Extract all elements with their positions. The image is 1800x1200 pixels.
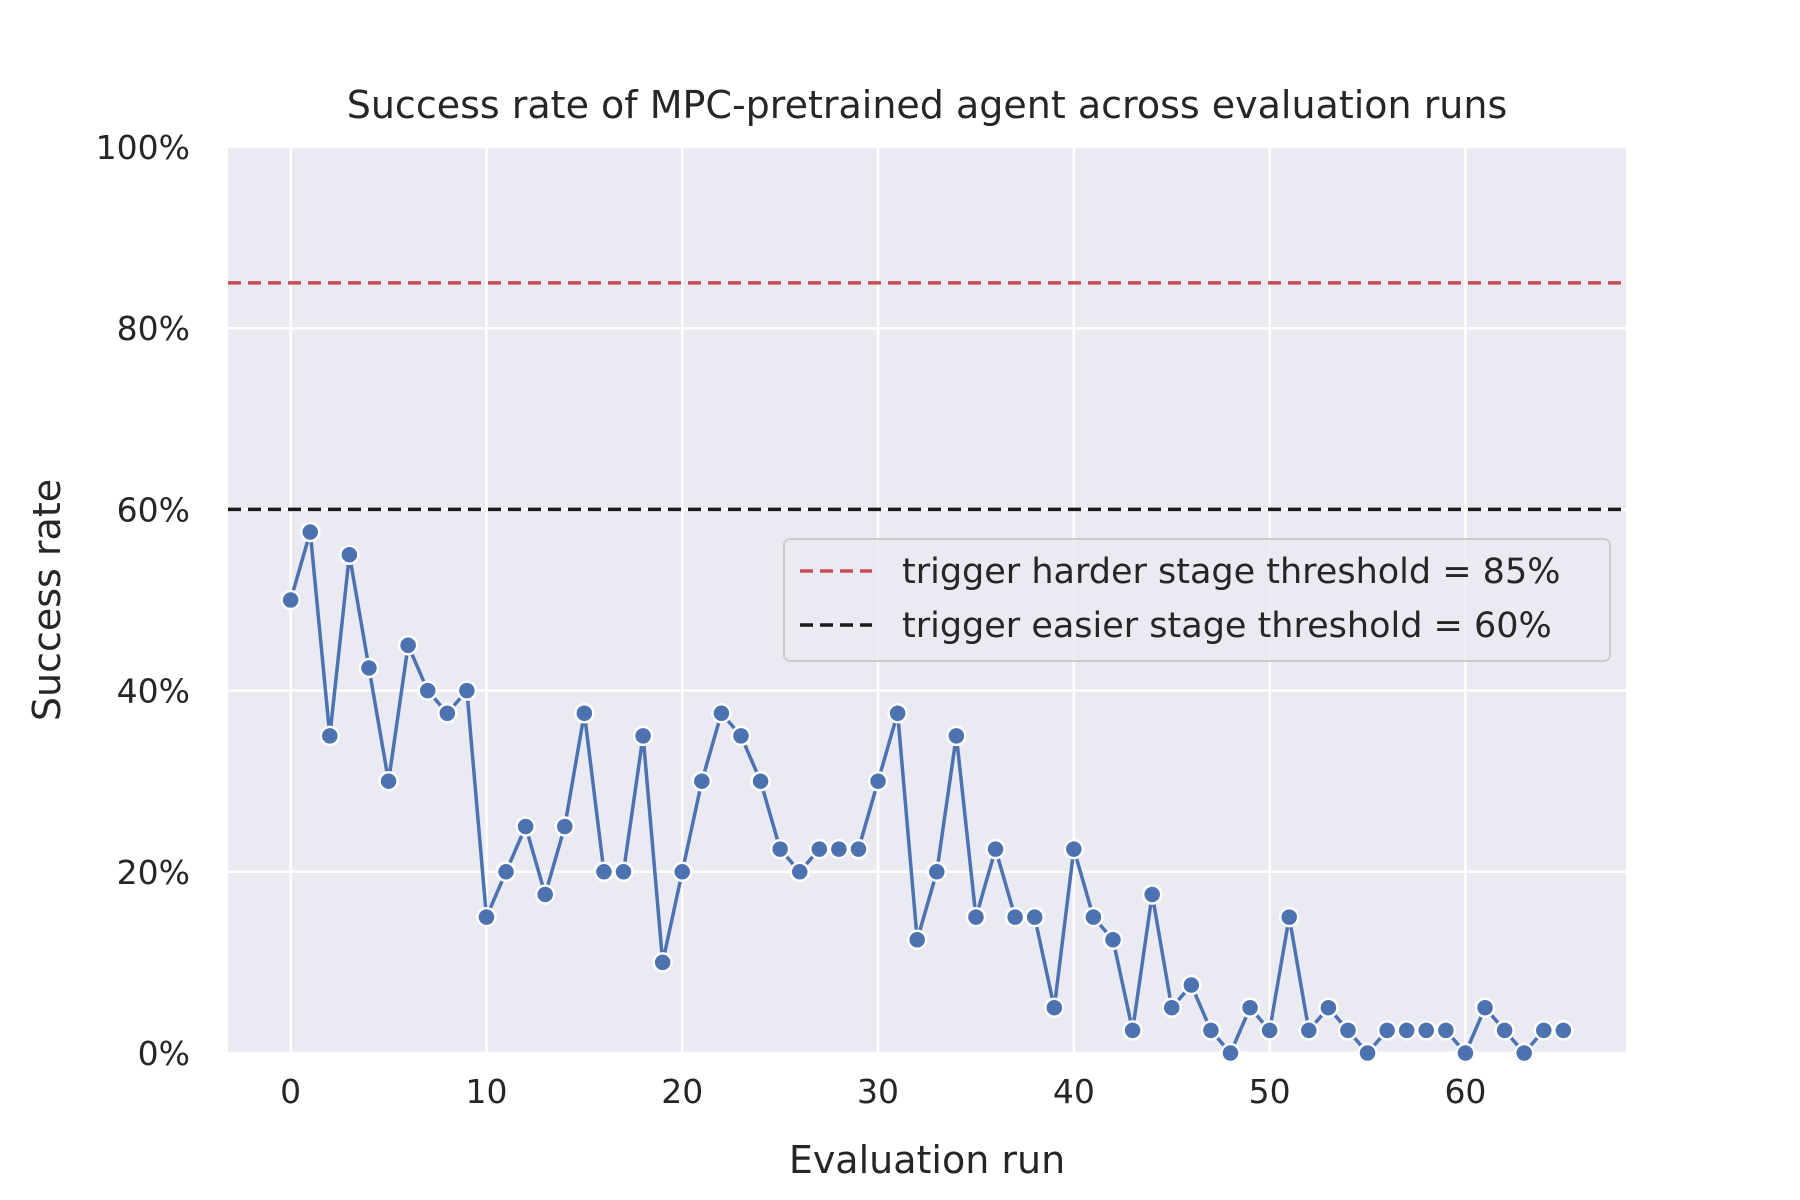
data-point — [632, 725, 654, 747]
legend: trigger harder stage threshold = 85% tri… — [783, 538, 1611, 662]
data-point — [437, 703, 458, 724]
x-tick-label: 20 — [661, 1072, 703, 1111]
data-point — [1337, 1020, 1359, 1041]
data-point — [691, 770, 713, 792]
data-point — [946, 725, 967, 747]
data-point — [613, 861, 634, 883]
x-tick-label: 40 — [1053, 1072, 1095, 1111]
data-point — [574, 703, 595, 724]
data-point — [1024, 906, 1045, 928]
y-tick-label: 20% — [117, 853, 190, 892]
data-point — [1513, 1042, 1535, 1064]
data-point — [593, 861, 615, 883]
data-point — [769, 838, 791, 860]
data-point — [1004, 906, 1026, 928]
data-point — [965, 906, 987, 928]
data-point — [867, 770, 889, 792]
data-point — [1239, 997, 1261, 1018]
data-point — [1474, 997, 1496, 1018]
y-tick-labels: 0% 20% 40% 60% 80% 100% — [96, 128, 190, 1073]
y-tick-label: 100% — [96, 128, 190, 167]
x-tick-label: 30 — [857, 1072, 899, 1111]
data-point — [554, 816, 576, 837]
data-point — [1161, 997, 1182, 1018]
data-point — [1063, 838, 1085, 860]
data-point — [1494, 1020, 1515, 1041]
x-axis-label: Evaluation run — [789, 1138, 1065, 1182]
data-point — [1435, 1020, 1457, 1041]
data-point — [1396, 1020, 1417, 1041]
x-tick-label: 50 — [1249, 1072, 1291, 1111]
x-tick-label: 60 — [1444, 1072, 1486, 1111]
data-point — [906, 929, 928, 950]
data-point — [1122, 1020, 1143, 1041]
data-point — [926, 861, 948, 883]
data-point — [358, 657, 380, 679]
data-point — [280, 589, 301, 611]
data-point — [1376, 1020, 1398, 1041]
data-point — [828, 838, 850, 860]
data-point — [397, 635, 419, 656]
data-point — [319, 725, 341, 747]
data-point — [1200, 1020, 1222, 1041]
data-point — [1278, 906, 1300, 928]
data-point — [534, 884, 556, 905]
data-point — [848, 838, 869, 860]
data-point — [672, 861, 693, 883]
data-point — [1102, 929, 1124, 950]
y-tick-label: 40% — [117, 672, 190, 711]
legend-label-harder: trigger harder stage threshold = 85% — [902, 552, 1560, 592]
data-point — [789, 861, 810, 883]
legend-label-easier: trigger easier stage threshold = 60% — [902, 606, 1552, 646]
data-point — [1533, 1020, 1555, 1041]
data-point — [1044, 997, 1065, 1018]
y-tick-label: 0% — [138, 1034, 190, 1073]
data-point — [887, 703, 908, 724]
data-point — [1357, 1042, 1378, 1064]
data-point — [476, 906, 497, 928]
data-point — [299, 521, 321, 543]
data-point — [1455, 1042, 1476, 1064]
data-point — [1318, 997, 1339, 1018]
data-point — [1083, 906, 1104, 928]
data-point — [750, 770, 771, 792]
data-point — [456, 680, 478, 701]
x-tick-label: 10 — [465, 1072, 507, 1111]
data-point — [1298, 1020, 1320, 1041]
data-point — [515, 816, 536, 837]
chart-title: Success rate of MPC-pretrained agent acr… — [347, 83, 1508, 127]
data-point — [985, 838, 1006, 860]
data-point — [711, 703, 732, 724]
y-tick-label: 60% — [117, 490, 190, 529]
data-point — [339, 544, 360, 565]
y-tick-label: 80% — [117, 309, 190, 348]
x-tick-labels: 0 10 20 30 40 50 60 — [280, 1072, 1486, 1111]
reference-lines — [228, 281, 1626, 512]
data-point — [652, 952, 673, 973]
data-point — [495, 861, 517, 883]
legend-box — [783, 538, 1611, 662]
data-point — [1259, 1020, 1280, 1041]
data-point — [417, 680, 438, 701]
data-point — [1553, 1020, 1574, 1041]
data-point — [1181, 974, 1202, 996]
data-point — [1220, 1042, 1241, 1064]
series-layer — [280, 521, 1574, 1064]
data-point — [1141, 884, 1163, 905]
data-point — [809, 838, 830, 860]
y-axis-label: Success rate — [25, 479, 69, 721]
data-point — [730, 725, 752, 747]
x-tick-label: 0 — [280, 1072, 301, 1111]
data-point — [1416, 1020, 1437, 1041]
data-point — [378, 770, 399, 792]
